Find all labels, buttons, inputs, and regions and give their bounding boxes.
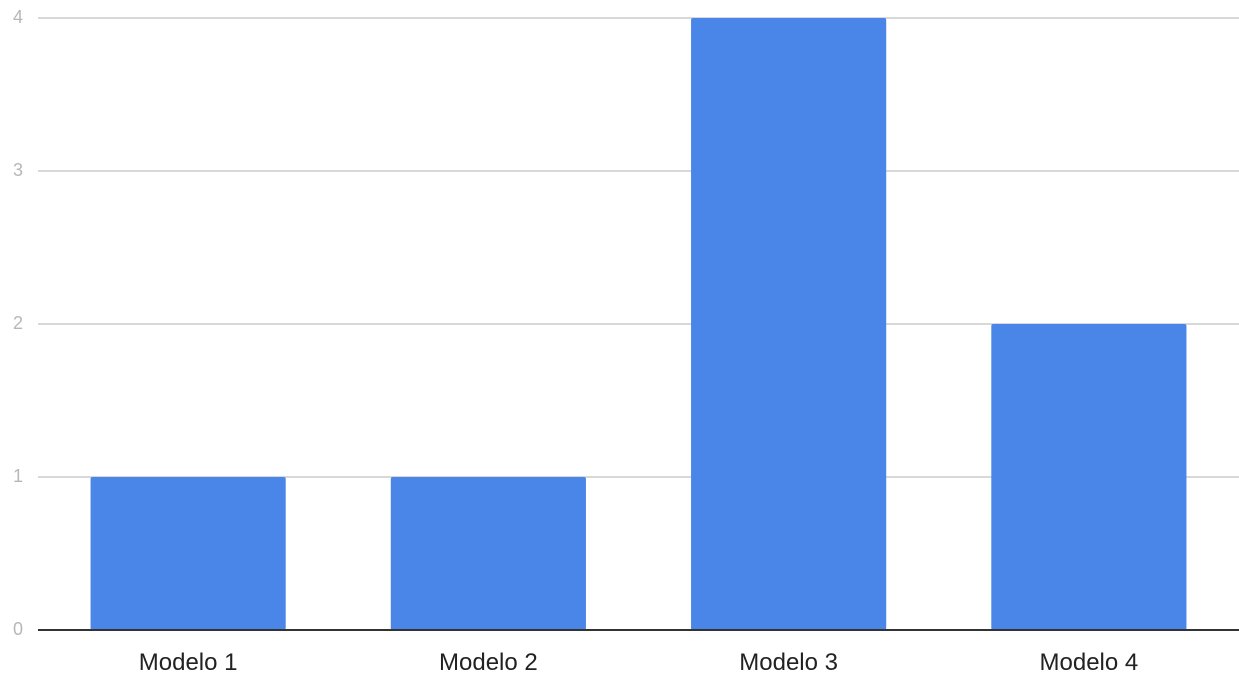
bar (691, 18, 887, 630)
x-axis-tick-labels: Modelo 1 Modelo 2 Modelo 3 Modelo 4 (139, 649, 1138, 676)
y-tick-label: 1 (13, 466, 23, 486)
y-tick-label: 0 (13, 619, 23, 639)
y-tick-label: 2 (13, 313, 23, 333)
y-tick-label: 3 (13, 160, 23, 180)
x-tick-label: Modelo 1 (139, 649, 238, 676)
bar (90, 477, 286, 630)
y-tick-label: 4 (13, 7, 23, 27)
y-axis-tick-labels: 0 1 2 3 4 (13, 7, 23, 639)
x-tick-label: Modelo 2 (439, 649, 538, 676)
bars (90, 18, 1187, 630)
x-tick-label: Modelo 3 (739, 649, 838, 676)
bar (991, 324, 1187, 630)
bar (390, 477, 586, 630)
x-tick-label: Modelo 4 (1040, 649, 1139, 676)
